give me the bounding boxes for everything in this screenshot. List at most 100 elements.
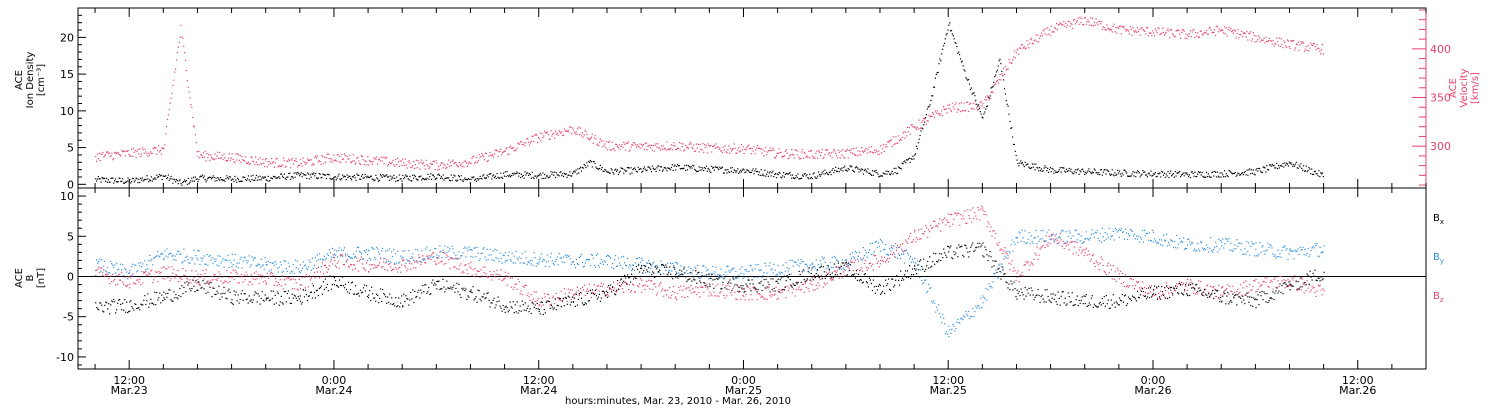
by-point [626, 265, 628, 267]
by-point [1080, 235, 1082, 237]
velocity-point [1136, 31, 1138, 33]
by-point [1008, 250, 1010, 253]
velocity-point [358, 160, 360, 162]
density-point [384, 175, 386, 178]
bz-point [465, 264, 467, 266]
density-point [371, 178, 373, 180]
density-point [463, 179, 465, 181]
by-point [241, 267, 243, 269]
velocity-point [736, 152, 738, 154]
velocity-point [1109, 29, 1111, 31]
bz-point [269, 273, 271, 275]
velocity-point [231, 153, 233, 155]
density-point [943, 42, 945, 44]
density-point [932, 95, 934, 97]
velocity-point [206, 152, 208, 155]
velocity-point [125, 150, 127, 152]
density-point [1067, 170, 1069, 172]
bz-point [699, 296, 701, 298]
velocity-point [782, 155, 784, 157]
density-point [1303, 170, 1306, 172]
density-point [568, 174, 570, 176]
density-point [709, 170, 711, 172]
density-point [686, 164, 688, 166]
density-point [1114, 172, 1116, 174]
velocity-point [1202, 34, 1204, 36]
bz-point [842, 271, 844, 273]
velocity-point [1012, 59, 1014, 61]
density-point [1065, 168, 1068, 170]
velocity-point [742, 146, 744, 148]
velocity-point [1194, 36, 1196, 39]
bz-point [904, 250, 906, 252]
velocity-point [1110, 29, 1112, 31]
density-point [466, 179, 468, 181]
bz-point [470, 267, 472, 269]
bz-point [608, 295, 610, 297]
by-point [571, 261, 573, 263]
velocity-point [856, 155, 858, 157]
velocity-point [1070, 22, 1072, 24]
by-point [96, 259, 98, 261]
velocity-point [632, 144, 634, 146]
density-point [546, 175, 548, 177]
bz-point [695, 286, 697, 288]
density-point [1151, 175, 1153, 177]
density-point [757, 174, 760, 176]
density-point [1169, 172, 1171, 174]
density-point [580, 166, 582, 168]
density-point [139, 181, 141, 184]
density-point [1274, 167, 1276, 169]
velocity-point [878, 150, 880, 152]
density-point [1109, 173, 1111, 175]
by-point [1000, 271, 1002, 273]
velocity-point [1308, 50, 1310, 52]
by-point [267, 260, 269, 263]
velocity-point [767, 150, 769, 152]
by-point [1121, 231, 1124, 233]
density-point [1300, 163, 1302, 165]
by-point [1002, 266, 1004, 269]
by-point [200, 257, 202, 259]
velocity-point [949, 104, 951, 106]
by-point [104, 260, 106, 262]
by-point [695, 267, 697, 270]
density-point [222, 179, 224, 182]
velocity-point [1290, 40, 1292, 42]
velocity-point [401, 164, 403, 166]
by-point [823, 257, 825, 259]
bz-point [986, 226, 988, 228]
density-point [1253, 173, 1255, 175]
bz-point [963, 218, 965, 220]
bz-point [164, 278, 166, 280]
velocity-point [227, 160, 229, 162]
bz-point [517, 278, 519, 280]
density-point [183, 180, 185, 183]
bz-point [340, 254, 343, 256]
by-point [303, 265, 305, 267]
by-point [871, 242, 873, 244]
density-point [1273, 165, 1275, 167]
velocity-point [905, 131, 907, 133]
by-point [896, 247, 898, 249]
velocity-point [241, 156, 243, 158]
velocity-point [316, 155, 319, 157]
density-point [973, 92, 975, 94]
velocity-point [933, 113, 935, 115]
density-point [560, 171, 562, 173]
by-point [671, 270, 673, 272]
velocity-point [145, 151, 147, 153]
velocity-point [752, 150, 754, 152]
density-point [952, 35, 954, 37]
density-point [328, 174, 330, 176]
by-point [1168, 242, 1170, 244]
velocity-point [639, 143, 641, 145]
density-point [1177, 172, 1179, 174]
density-point [797, 173, 799, 175]
by-point [418, 257, 420, 259]
by-point [238, 262, 240, 264]
density-point [499, 177, 501, 179]
by-point [821, 256, 823, 258]
density-point [768, 172, 770, 174]
by-point [535, 265, 537, 267]
